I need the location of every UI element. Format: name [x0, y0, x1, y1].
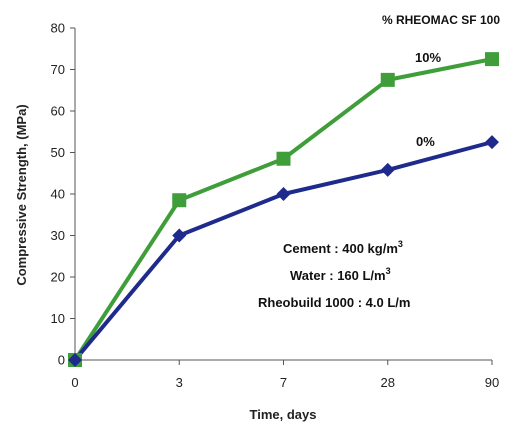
series-point-square	[485, 52, 499, 67]
water-note: Water : 160 L/m3	[290, 266, 391, 283]
x-tick-label: 0	[71, 375, 78, 390]
y-tick-label: 40	[51, 187, 65, 202]
series-point-square	[172, 193, 187, 208]
y-tick-label: 20	[51, 270, 65, 285]
x-axis-ticks: 0 3 7 28 90	[71, 360, 499, 390]
x-tick-label: 7	[280, 375, 287, 390]
y-tick-label: 70	[51, 62, 65, 77]
y-tick-label: 50	[51, 145, 65, 160]
y-tick-label: 80	[51, 21, 65, 36]
y-tick-label: 0	[58, 353, 65, 368]
x-tick-label: 3	[176, 375, 183, 390]
series-point-square	[380, 72, 395, 87]
y-tick-label: 10	[51, 311, 65, 326]
y-axis-title: Compressive Strength, (MPa)	[14, 104, 29, 285]
series-label-0pct: 0%	[416, 134, 435, 149]
cement-note: Cement : 400 kg/m3	[283, 239, 403, 256]
series-point-square	[276, 151, 291, 166]
series-layer	[68, 52, 499, 367]
y-tick-label: 60	[51, 104, 65, 119]
rheobuild-note: Rheobuild 1000 : 4.0 L/m	[258, 295, 410, 310]
x-tick-label: 28	[381, 375, 395, 390]
x-tick-label: 90	[485, 375, 499, 390]
series-point-diamond	[68, 353, 82, 367]
series-point-diamond	[172, 228, 187, 243]
y-tick-label: 30	[51, 228, 65, 243]
series-point-diamond	[380, 162, 395, 177]
y-axis-ticks: 0 10 20 30 40 50 60 70 80	[51, 21, 75, 368]
series-line-0	[73, 57, 493, 362]
x-axis-title: Time, days	[250, 407, 317, 422]
series-label-10pct: 10%	[415, 50, 441, 65]
chart-title: % RHEOMAC SF 100	[382, 13, 500, 27]
series-point-diamond	[485, 135, 499, 150]
series-point-diamond	[276, 187, 291, 201]
